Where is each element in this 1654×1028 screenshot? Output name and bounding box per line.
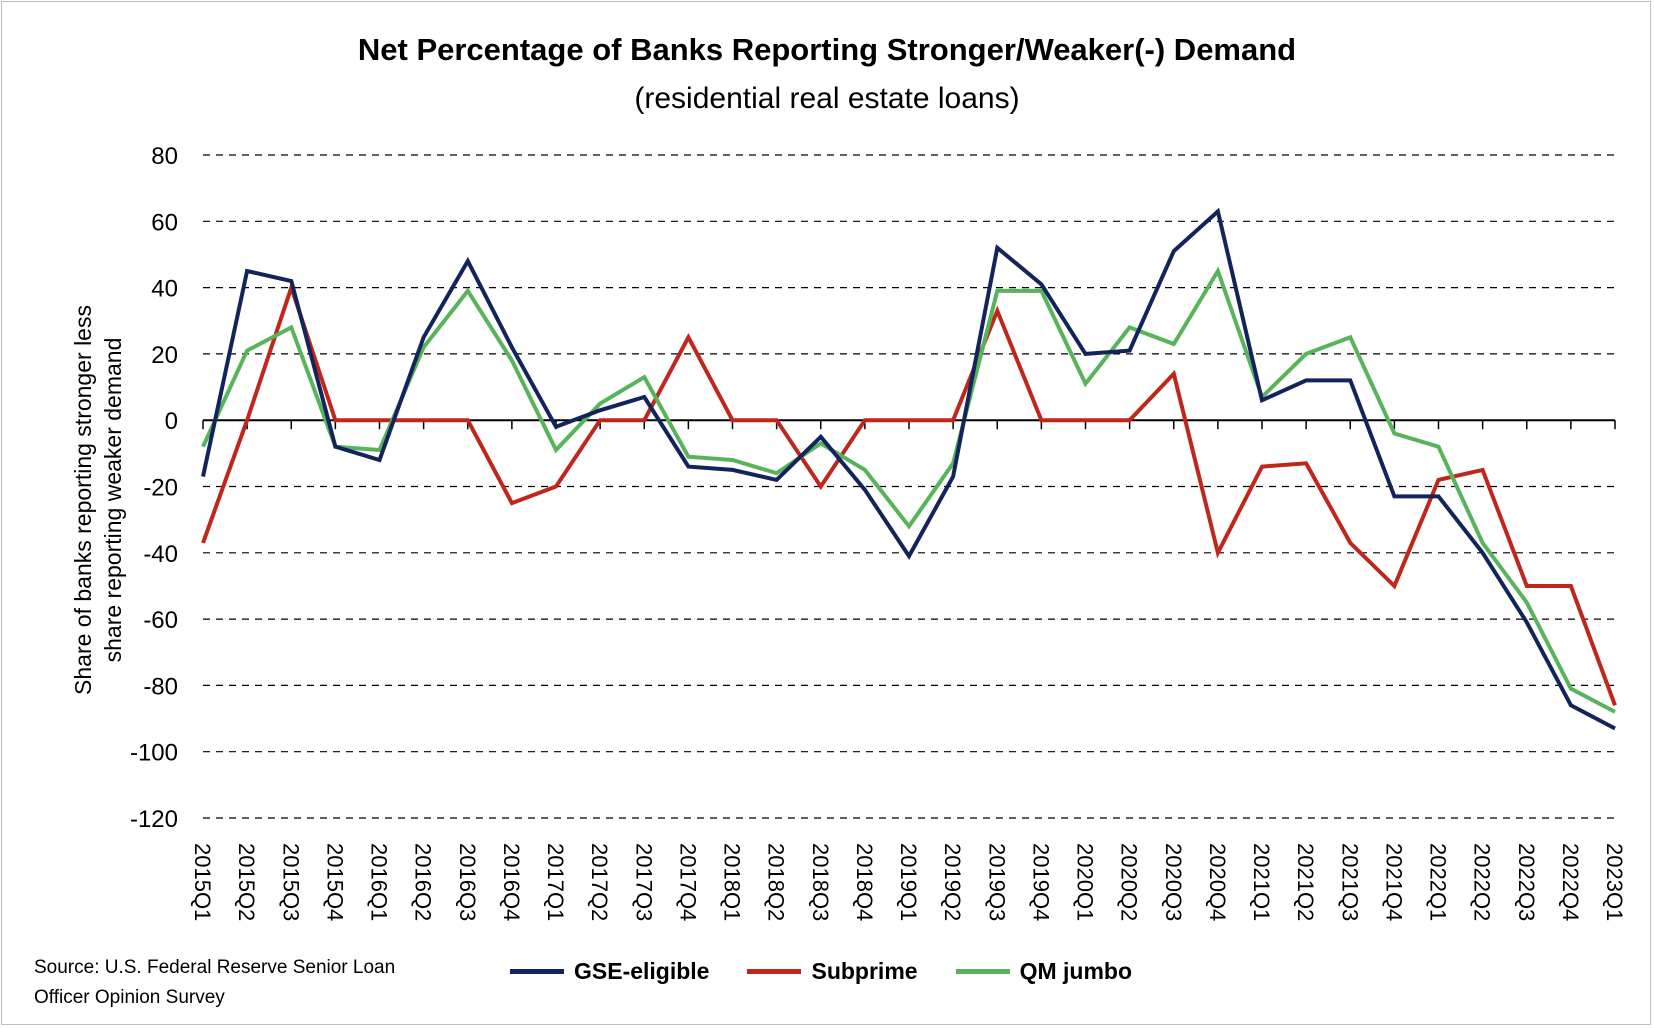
legend-swatch-gse-eligible xyxy=(510,969,564,974)
x-tick-label: 2016Q1 xyxy=(367,843,392,921)
x-tick-label: 2015Q3 xyxy=(278,843,303,921)
y-tick-label: -120 xyxy=(130,806,178,833)
x-tick-label: 2021Q3 xyxy=(1337,843,1362,921)
x-tick-label: 2018Q1 xyxy=(720,843,745,921)
y-tick-label: -80 xyxy=(143,673,178,700)
x-tick-label: 2018Q2 xyxy=(764,843,789,921)
source-line: Source: U.S. Federal Reserve Senior Loan xyxy=(34,957,396,978)
x-tick-label: 2020Q4 xyxy=(1205,843,1230,921)
chart-subtitle: (residential real estate loans) xyxy=(634,82,1020,115)
source-line: Officer Opinion Survey xyxy=(34,987,225,1008)
x-tick-label: 2022Q3 xyxy=(1514,843,1539,921)
series-line-subprime xyxy=(201,281,1617,706)
x-tick-label: 2022Q2 xyxy=(1470,843,1495,921)
y-tick-label: 60 xyxy=(151,209,178,236)
legend-swatch-qm-jumbo xyxy=(955,969,1010,974)
y-tick-label: -100 xyxy=(130,740,178,767)
x-tick-label: 2016Q2 xyxy=(411,843,436,921)
legend-label-qm-jumbo: QM jumbo xyxy=(1019,958,1132,984)
y-tick-label: -60 xyxy=(143,607,178,634)
series-line-qm-jumbo xyxy=(201,266,1616,714)
y-tick-label: 0 xyxy=(165,408,178,435)
x-tick-label: 2019Q2 xyxy=(940,843,965,921)
x-tick-label: 2022Q1 xyxy=(1426,843,1451,921)
x-tick-label: 2016Q4 xyxy=(499,843,524,921)
x-tick-label: 2019Q3 xyxy=(984,843,1009,921)
x-tick-label: 2016Q3 xyxy=(455,843,480,921)
x-tick-label: 2017Q4 xyxy=(675,843,700,921)
x-tick-label: 2021Q1 xyxy=(1249,843,1274,921)
x-tick-label: 2021Q4 xyxy=(1381,843,1406,921)
legend-swatch-subprime xyxy=(747,969,802,974)
x-tick-label: 2015Q4 xyxy=(322,843,347,921)
x-tick-label: 2015Q1 xyxy=(190,843,215,921)
y-tick-label: -20 xyxy=(143,475,178,502)
legend-item-qm-jumbo: QM jumbo xyxy=(955,958,1132,985)
source-note: Source: U.S. Federal Reserve Senior Loan… xyxy=(34,953,454,1013)
legend-label-subprime: Subprime xyxy=(811,958,918,984)
y-tick-label: 20 xyxy=(151,342,178,369)
y-tick-label: -40 xyxy=(143,541,178,568)
series-line-gse-eligible xyxy=(201,207,1616,731)
x-tick-label: 2015Q2 xyxy=(234,843,259,921)
x-tick-label: 2017Q1 xyxy=(543,843,568,921)
x-tick-label: 2017Q3 xyxy=(631,843,656,921)
legend-label-gse-eligible: GSE-eligible xyxy=(574,958,710,984)
x-tick-label: 2017Q2 xyxy=(587,843,612,921)
x-tick-label: 2019Q4 xyxy=(1028,843,1053,921)
x-tick-label: 2020Q3 xyxy=(1161,843,1186,921)
chart-title: Net Percentage of Banks Reporting Strong… xyxy=(357,32,1297,67)
legend-item-gse-eligible: GSE-eligible xyxy=(510,958,709,985)
x-tick-label: 2020Q2 xyxy=(1117,843,1142,921)
x-tick-label: 2019Q1 xyxy=(896,843,921,921)
legend: GSE-eligible Subprime QM jumbo xyxy=(510,958,1132,985)
y-tick-label: 80 xyxy=(151,143,178,170)
x-tick-label: 2023Q1 xyxy=(1602,843,1627,921)
x-tick-label: 2021Q2 xyxy=(1293,843,1318,921)
x-tick-label: 2022Q4 xyxy=(1558,843,1583,921)
x-tick-label: 2018Q3 xyxy=(808,843,833,921)
legend-item-subprime: Subprime xyxy=(747,958,918,985)
y-tick-label: 40 xyxy=(151,276,178,303)
x-tick-label: 2018Q4 xyxy=(852,843,877,921)
x-tick-label: 2020Q1 xyxy=(1073,843,1098,921)
